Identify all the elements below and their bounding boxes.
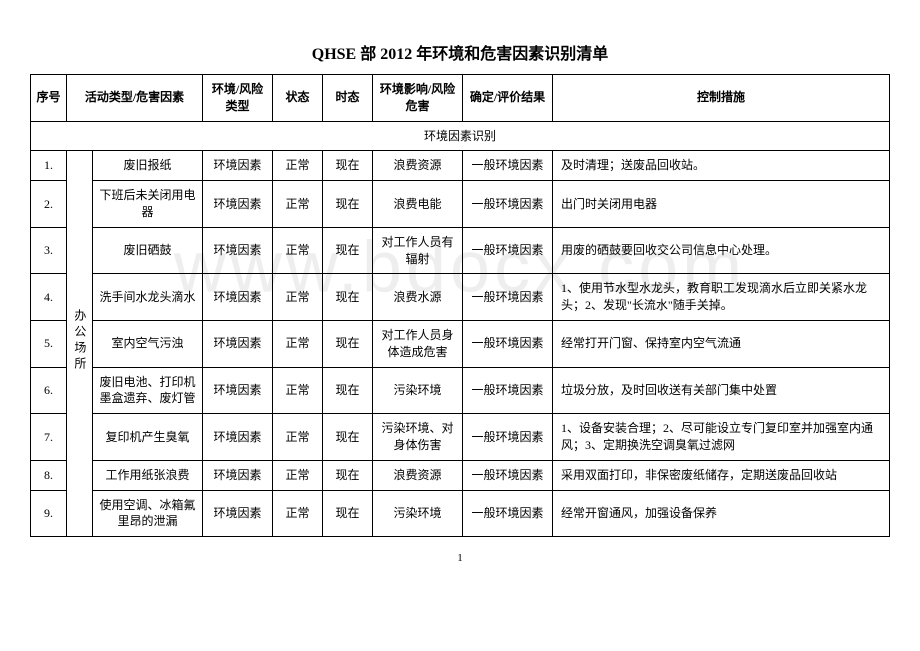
cell-measure: 用废的硒鼓要回收交公司信息中心处理。 — [553, 227, 890, 274]
cell-state: 正常 — [273, 320, 323, 367]
header-row: 序号 活动类型/危害因素 环境/风险类型 状态 时态 环境影响/风险危害 确定/… — [31, 75, 890, 122]
cell-seq: 4. — [31, 274, 67, 321]
cell-activity: 工作用纸张浪费 — [93, 460, 203, 490]
cell-seq: 7. — [31, 414, 67, 461]
cell-measure: 垃圾分放，及时回收送有关部门集中处置 — [553, 367, 890, 414]
cell-activity: 复印机产生臭氧 — [93, 414, 203, 461]
cell-impact: 对工作人员有辐射 — [373, 227, 463, 274]
cell-impact: 污染环境 — [373, 490, 463, 537]
cell-measure: 经常开窗通风，加强设备保养 — [553, 490, 890, 537]
table-row: 5. 室内空气污浊 环境因素 正常 现在 对工作人员身体造成危害 一般环境因素 … — [31, 320, 890, 367]
cell-result: 一般环境因素 — [463, 414, 553, 461]
cell-seq: 2. — [31, 181, 67, 228]
cell-result: 一般环境因素 — [463, 367, 553, 414]
location-cell: 办公场所 — [67, 151, 93, 537]
cell-result: 一般环境因素 — [463, 274, 553, 321]
cell-time: 现在 — [323, 227, 373, 274]
cell-time: 现在 — [323, 414, 373, 461]
cell-type: 环境因素 — [203, 414, 273, 461]
cell-activity: 废旧报纸 — [93, 151, 203, 181]
cell-state: 正常 — [273, 414, 323, 461]
page-number: 1 — [30, 552, 890, 564]
cell-time: 现在 — [323, 181, 373, 228]
header-seq: 序号 — [31, 75, 67, 122]
header-measure: 控制措施 — [553, 75, 890, 122]
main-table: 序号 活动类型/危害因素 环境/风险类型 状态 时态 环境影响/风险危害 确定/… — [30, 74, 890, 537]
cell-seq: 5. — [31, 320, 67, 367]
cell-result: 一般环境因素 — [463, 181, 553, 228]
cell-seq: 8. — [31, 460, 67, 490]
cell-type: 环境因素 — [203, 320, 273, 367]
cell-measure: 及时清理；送废品回收站。 — [553, 151, 890, 181]
cell-measure: 1、设备安装合理；2、尽可能设立专门复印室并加强室内通风；3、定期换洗空调臭氧过… — [553, 414, 890, 461]
cell-type: 环境因素 — [203, 460, 273, 490]
cell-type: 环境因素 — [203, 490, 273, 537]
table-row: 8. 工作用纸张浪费 环境因素 正常 现在 浪费资源 一般环境因素 采用双面打印… — [31, 460, 890, 490]
cell-state: 正常 — [273, 490, 323, 537]
cell-time: 现在 — [323, 320, 373, 367]
cell-impact: 浪费资源 — [373, 460, 463, 490]
cell-result: 一般环境因素 — [463, 490, 553, 537]
cell-time: 现在 — [323, 490, 373, 537]
cell-state: 正常 — [273, 274, 323, 321]
cell-measure: 经常打开门窗、保持室内空气流通 — [553, 320, 890, 367]
cell-impact: 浪费资源 — [373, 151, 463, 181]
table-row: 6. 废旧电池、打印机墨盒遗弃、废灯管 环境因素 正常 现在 污染环境 一般环境… — [31, 367, 890, 414]
cell-seq: 9. — [31, 490, 67, 537]
cell-time: 现在 — [323, 151, 373, 181]
table-row: 2. 下班后未关闭用电器 环境因素 正常 现在 浪费电能 一般环境因素 出门时关… — [31, 181, 890, 228]
section-label: 环境因素识别 — [31, 121, 890, 151]
cell-seq: 6. — [31, 367, 67, 414]
cell-measure: 1、使用节水型水龙头，教育职工发现滴水后立即关紧水龙头；2、发现"长流水"随手关… — [553, 274, 890, 321]
cell-result: 一般环境因素 — [463, 151, 553, 181]
header-state: 状态 — [273, 75, 323, 122]
cell-seq: 3. — [31, 227, 67, 274]
cell-type: 环境因素 — [203, 367, 273, 414]
section-row: 环境因素识别 — [31, 121, 890, 151]
cell-result: 一般环境因素 — [463, 320, 553, 367]
cell-state: 正常 — [273, 181, 323, 228]
cell-time: 现在 — [323, 274, 373, 321]
table-row: 9. 使用空调、冰箱氟里昂的泄漏 环境因素 正常 现在 污染环境 一般环境因素 … — [31, 490, 890, 537]
table-row: 1. 办公场所 废旧报纸 环境因素 正常 现在 浪费资源 一般环境因素 及时清理… — [31, 151, 890, 181]
cell-time: 现在 — [323, 460, 373, 490]
cell-type: 环境因素 — [203, 181, 273, 228]
cell-impact: 污染环境 — [373, 367, 463, 414]
cell-activity: 使用空调、冰箱氟里昂的泄漏 — [93, 490, 203, 537]
table-row: 4. 洗手间水龙头滴水 环境因素 正常 现在 浪费水源 一般环境因素 1、使用节… — [31, 274, 890, 321]
page-title: QHSE 部 2012 年环境和危害因素识别清单 — [30, 40, 890, 64]
table-row: 7. 复印机产生臭氧 环境因素 正常 现在 污染环境、对身体伤害 一般环境因素 … — [31, 414, 890, 461]
cell-result: 一般环境因素 — [463, 227, 553, 274]
header-activity: 活动类型/危害因素 — [67, 75, 203, 122]
header-impact: 环境影响/风险危害 — [373, 75, 463, 122]
cell-result: 一般环境因素 — [463, 460, 553, 490]
table-row: 3. 废旧硒鼓 环境因素 正常 现在 对工作人员有辐射 一般环境因素 用废的硒鼓… — [31, 227, 890, 274]
cell-type: 环境因素 — [203, 227, 273, 274]
cell-activity: 废旧硒鼓 — [93, 227, 203, 274]
cell-state: 正常 — [273, 227, 323, 274]
header-time: 时态 — [323, 75, 373, 122]
cell-activity: 室内空气污浊 — [93, 320, 203, 367]
cell-activity: 下班后未关闭用电器 — [93, 181, 203, 228]
cell-activity: 废旧电池、打印机墨盒遗弃、废灯管 — [93, 367, 203, 414]
cell-impact: 污染环境、对身体伤害 — [373, 414, 463, 461]
location-label: 办公场所 — [71, 309, 88, 373]
cell-state: 正常 — [273, 460, 323, 490]
cell-impact: 对工作人员身体造成危害 — [373, 320, 463, 367]
cell-type: 环境因素 — [203, 274, 273, 321]
cell-state: 正常 — [273, 151, 323, 181]
cell-impact: 浪费水源 — [373, 274, 463, 321]
cell-type: 环境因素 — [203, 151, 273, 181]
cell-activity: 洗手间水龙头滴水 — [93, 274, 203, 321]
cell-impact: 浪费电能 — [373, 181, 463, 228]
cell-measure: 采用双面打印，非保密废纸储存，定期送废品回收站 — [553, 460, 890, 490]
cell-state: 正常 — [273, 367, 323, 414]
cell-seq: 1. — [31, 151, 67, 181]
header-result: 确定/评价结果 — [463, 75, 553, 122]
header-type: 环境/风险类型 — [203, 75, 273, 122]
cell-measure: 出门时关闭用电器 — [553, 181, 890, 228]
cell-time: 现在 — [323, 367, 373, 414]
